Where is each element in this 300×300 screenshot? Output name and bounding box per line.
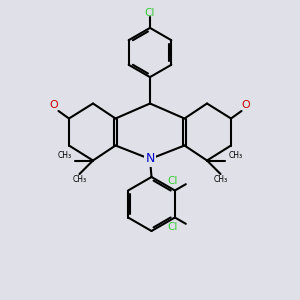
Text: O: O (50, 100, 58, 110)
Text: Cl: Cl (167, 176, 177, 186)
Text: Cl: Cl (167, 222, 177, 233)
Text: CH₃: CH₃ (57, 152, 71, 160)
Text: Cl: Cl (145, 8, 155, 18)
Text: O: O (242, 100, 250, 110)
Text: CH₃: CH₃ (213, 176, 228, 184)
Text: N: N (145, 152, 155, 166)
Text: CH₃: CH₃ (72, 176, 87, 184)
Text: CH₃: CH₃ (229, 152, 243, 160)
